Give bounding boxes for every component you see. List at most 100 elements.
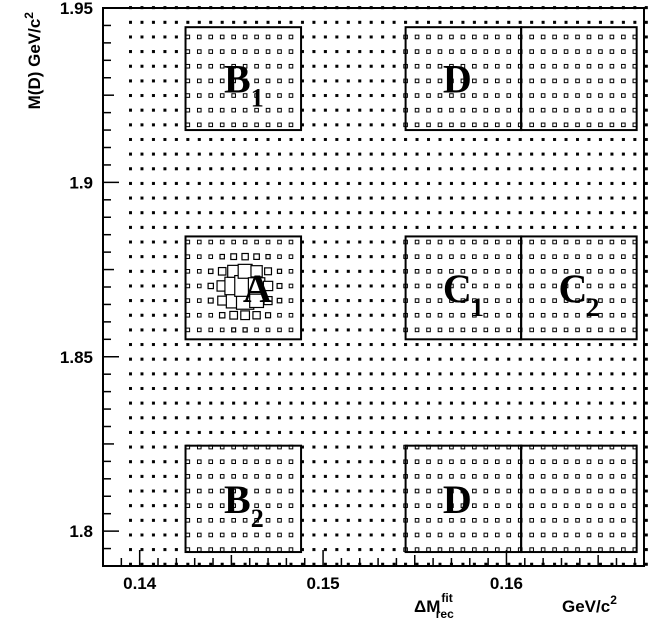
data-marker <box>392 35 396 39</box>
peak-marker <box>229 310 239 320</box>
data-marker <box>129 343 133 347</box>
data-marker <box>185 488 191 494</box>
data-marker <box>598 343 602 347</box>
data-marker <box>587 372 591 376</box>
data-marker <box>483 312 489 318</box>
data-marker <box>289 225 293 229</box>
data-marker <box>575 63 580 69</box>
data-marker <box>437 312 443 318</box>
data-marker <box>369 533 373 537</box>
data-marker <box>507 181 511 185</box>
data-marker <box>129 504 133 508</box>
data-marker <box>483 34 489 40</box>
data-marker <box>163 357 167 361</box>
data-marker <box>530 167 534 171</box>
data-marker <box>609 93 615 98</box>
data-marker <box>506 107 512 113</box>
data-marker <box>609 269 615 274</box>
data-marker <box>140 108 144 112</box>
data-marker <box>644 20 648 24</box>
data-marker <box>483 78 489 84</box>
x-tick-label: 0.16 <box>490 574 523 593</box>
data-marker <box>472 211 476 215</box>
data-marker <box>506 298 512 303</box>
data-marker <box>186 343 190 347</box>
data-marker <box>323 137 327 141</box>
data-marker <box>185 34 191 40</box>
data-marker <box>208 93 214 98</box>
data-marker <box>553 357 557 361</box>
data-marker <box>277 49 282 54</box>
data-marker <box>472 474 477 479</box>
data-marker <box>174 240 178 244</box>
data-marker <box>598 167 602 171</box>
data-marker <box>219 532 225 538</box>
data-marker <box>231 239 236 245</box>
data-marker <box>151 167 155 171</box>
data-marker <box>530 225 534 229</box>
data-marker <box>231 34 236 40</box>
data-marker <box>163 284 167 288</box>
data-marker <box>381 504 385 508</box>
data-marker <box>266 430 270 434</box>
data-marker <box>323 50 327 54</box>
data-marker <box>610 416 614 420</box>
data-marker <box>381 445 385 449</box>
data-marker <box>185 518 191 523</box>
data-marker <box>323 20 327 24</box>
data-marker <box>415 20 419 24</box>
data-marker <box>621 474 626 479</box>
data-marker <box>129 108 133 112</box>
data-marker <box>186 372 190 376</box>
data-marker <box>507 137 511 141</box>
data-marker <box>358 196 362 200</box>
data-marker <box>507 211 511 215</box>
data-marker <box>644 64 648 68</box>
data-marker <box>174 284 178 288</box>
data-marker <box>151 108 155 112</box>
data-marker <box>392 123 396 127</box>
data-marker <box>185 93 191 98</box>
data-marker <box>129 299 133 303</box>
data-marker <box>278 357 282 361</box>
data-marker <box>587 225 591 229</box>
data-marker <box>289 430 293 434</box>
data-marker <box>415 167 419 171</box>
data-marker <box>243 181 247 185</box>
data-marker <box>196 122 202 128</box>
data-marker <box>220 386 224 390</box>
peak-marker <box>262 280 274 292</box>
data-marker <box>392 225 396 229</box>
data-marker <box>437 49 443 54</box>
data-marker <box>369 518 373 522</box>
data-marker <box>140 386 144 390</box>
data-marker <box>564 137 568 141</box>
data-marker <box>553 211 557 215</box>
data-marker <box>518 386 522 390</box>
data-marker <box>529 459 534 465</box>
data-marker <box>495 196 499 200</box>
data-marker <box>507 20 511 24</box>
data-marker <box>472 181 476 185</box>
data-marker <box>381 460 385 464</box>
data-marker <box>346 35 350 39</box>
data-marker <box>186 20 190 24</box>
data-marker <box>289 20 293 24</box>
data-marker <box>163 313 167 317</box>
data-marker <box>381 196 385 200</box>
data-marker <box>358 79 362 83</box>
data-marker <box>277 488 282 494</box>
data-marker <box>288 239 294 245</box>
data-marker <box>174 372 178 376</box>
data-marker <box>576 225 580 229</box>
data-marker <box>231 474 236 479</box>
data-marker <box>312 533 316 537</box>
data-marker <box>414 459 420 465</box>
data-marker <box>404 167 408 171</box>
data-marker <box>209 137 213 141</box>
data-marker <box>163 181 167 185</box>
data-marker <box>541 167 545 171</box>
data-marker <box>461 386 465 390</box>
data-marker <box>209 20 213 24</box>
data-marker <box>174 94 178 98</box>
